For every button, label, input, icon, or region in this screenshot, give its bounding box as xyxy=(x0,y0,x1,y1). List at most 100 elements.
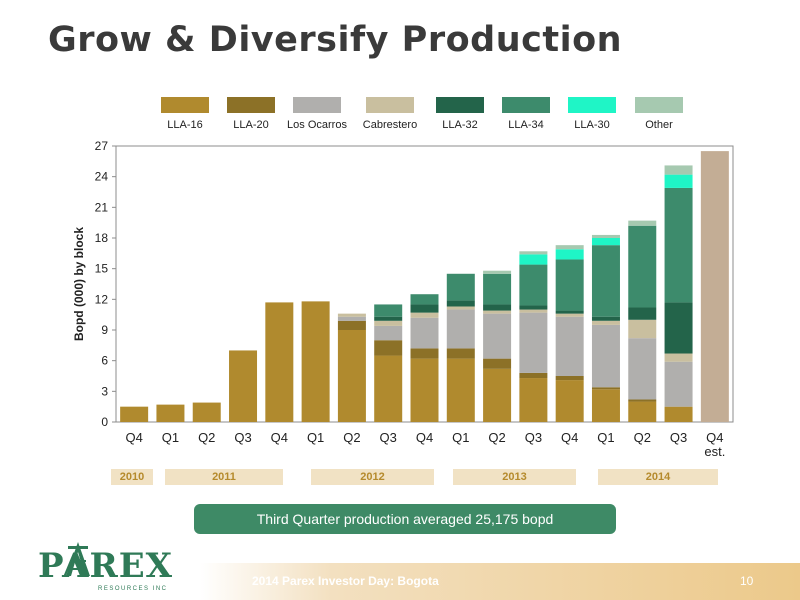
bar-segment-lla-30 xyxy=(555,249,584,260)
bar-segment-lla-20 xyxy=(519,372,548,379)
bar-segment-lla-32 xyxy=(555,310,584,314)
bar-segment-cabrestero xyxy=(483,310,512,314)
logo-wordmark: PAREX xyxy=(38,546,174,586)
bar-segment-lla-34 xyxy=(628,225,657,308)
legend-label: LLA-20 xyxy=(233,119,268,131)
x-tick-label: Q3 xyxy=(525,430,542,445)
y-tick-label: 24 xyxy=(95,170,109,184)
bar-segment-los-ocarros xyxy=(555,316,584,376)
bar-segment-cabrestero xyxy=(555,313,584,317)
x-tick-label: Q4 xyxy=(416,430,433,445)
bar-segment-lla-34 xyxy=(555,259,584,311)
y-tick-label: 0 xyxy=(101,415,108,429)
bar-segment-cabrestero xyxy=(519,309,548,313)
x-tick-label: Q1 xyxy=(597,430,614,445)
production-chart: 0 3 6 9 12 15 18 21 24 27 Bopd (000) by block Q4 Q1 Q… xyxy=(72,97,734,459)
year-label-2012: 2012 xyxy=(311,469,434,485)
bar-segment-lla-32 xyxy=(483,304,512,311)
production-callout: Third Quarter production averaged 25,175… xyxy=(194,504,616,534)
bar-segment-lla-16 xyxy=(410,358,439,422)
bar-segment-los-ocarros xyxy=(483,313,512,359)
bar-segment-los-ocarros xyxy=(446,309,475,349)
legend-label: LLA-16 xyxy=(167,119,202,131)
bar-segment-cabrestero xyxy=(446,306,475,310)
x-tick-label: Q2 xyxy=(488,430,505,445)
bar-segment-los-ocarros xyxy=(374,325,403,341)
x-tick-label: est. xyxy=(704,444,725,459)
bar-segment-lla-32 xyxy=(519,305,548,310)
x-tick-label: Q3 xyxy=(234,430,251,445)
bar-segment-lla-20 xyxy=(483,358,512,369)
bar-segment-lla-20 xyxy=(374,340,403,356)
derrick-icon xyxy=(66,542,90,576)
bar-segment-other xyxy=(591,234,620,238)
bar-segment-los-ocarros xyxy=(591,324,620,388)
x-tick-label: Q1 xyxy=(307,430,324,445)
bar-segment-lla-30 xyxy=(664,174,693,188)
bar-segment-lla-16 xyxy=(664,406,693,422)
bar-segment-lla-30 xyxy=(591,238,620,246)
bar-estimate xyxy=(700,151,729,422)
y-tick-label: 27 xyxy=(95,139,109,153)
bar-segment-lla-16 xyxy=(555,380,584,422)
bar-segment-lla-32 xyxy=(446,300,475,307)
bar-segment-lla-20 xyxy=(337,320,366,330)
x-tick-label: Q3 xyxy=(380,430,397,445)
x-tick-label: Q4 xyxy=(706,430,723,445)
bar-segment-lla-16 xyxy=(374,355,403,422)
bar-segment-los-ocarros xyxy=(664,361,693,407)
bar-segment-lla-16 xyxy=(301,301,330,422)
y-axis-label: Bopd (000) by block xyxy=(72,227,86,341)
bar-segment-lla-20 xyxy=(591,387,620,390)
legend-label: Cabrestero xyxy=(363,119,417,131)
bar-segment-lla-34 xyxy=(664,187,693,303)
bar-segment-lla-16 xyxy=(483,368,512,422)
legend-swatch-lla-32 xyxy=(436,97,484,113)
bar-segment-lla-20 xyxy=(555,376,584,381)
year-label-2010: 2010 xyxy=(111,469,153,485)
bar-segment-lla-34 xyxy=(591,245,620,317)
y-tick-label: 3 xyxy=(101,384,108,398)
legend-label: Los Ocarros xyxy=(287,119,347,131)
bar-segment-cabrestero xyxy=(337,313,366,317)
legend-label: Other xyxy=(645,119,673,131)
bar-segment-lla-20 xyxy=(410,348,439,359)
bar-segment-other xyxy=(483,270,512,274)
bar-segment-cabrestero xyxy=(374,320,403,326)
y-tick-label: 15 xyxy=(95,262,109,276)
bar-segment-other xyxy=(519,251,548,255)
year-label-2013: 2013 xyxy=(453,469,576,485)
bar-segment-other xyxy=(664,165,693,175)
bar-segment-lla-16 xyxy=(120,406,149,422)
y-tick-label: 6 xyxy=(101,354,108,368)
bar-segment-lla-34 xyxy=(483,273,512,305)
bar-segment-other xyxy=(555,245,584,250)
bar-segment-lla-16 xyxy=(229,350,258,422)
bar-segment-lla-32 xyxy=(664,302,693,354)
footer-band xyxy=(200,563,800,600)
bar-segment-cabrestero xyxy=(591,320,620,325)
bar-segment-lla-32 xyxy=(591,316,620,321)
legend-swatch-lla-30 xyxy=(568,97,616,113)
year-label-2011: 2011 xyxy=(165,469,283,485)
bar-segment-lla-16 xyxy=(156,404,185,422)
x-tick-label: Q4 xyxy=(125,430,142,445)
y-tick-label: 9 xyxy=(101,323,108,337)
bar-segment-los-ocarros xyxy=(337,316,366,321)
x-tick-label: Q2 xyxy=(198,430,215,445)
bar-segment-lla-16 xyxy=(446,358,475,422)
bar-segment-los-ocarros xyxy=(410,317,439,349)
legend-label: LLA-30 xyxy=(574,119,609,131)
bar-segment-lla-32 xyxy=(628,307,657,320)
legend-swatch-cabrestero xyxy=(366,97,414,113)
bar-segment-lla-30 xyxy=(519,254,548,265)
bar-segment-lla-16 xyxy=(519,378,548,422)
y-tick-label: 18 xyxy=(95,231,109,245)
x-tick-label: Q1 xyxy=(452,430,469,445)
page-number: 10 xyxy=(740,574,754,588)
x-tick-label: Q4 xyxy=(271,430,288,445)
bar-segment-lla-16 xyxy=(591,389,620,422)
bar-segment-lla-34 xyxy=(410,294,439,305)
legend-swatch-lla-34 xyxy=(502,97,550,113)
bar-segment-lla-16 xyxy=(628,401,657,422)
